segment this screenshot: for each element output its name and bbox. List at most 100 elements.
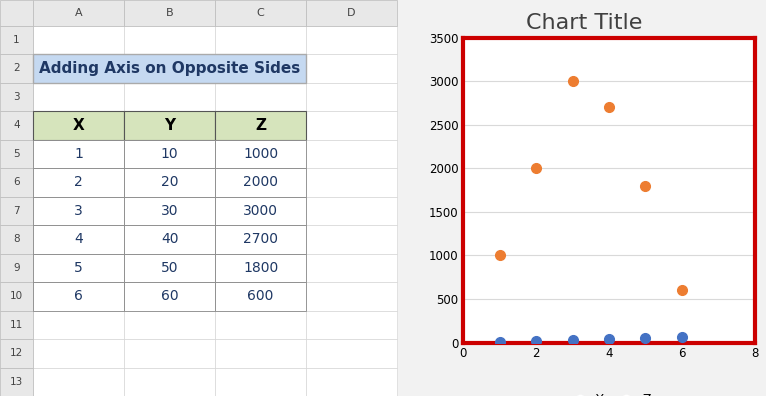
Bar (215, 197, 306, 225)
Bar (124, 310, 215, 339)
Bar (33, 54, 124, 83)
Bar (124, 282, 215, 310)
Text: 10: 10 (10, 291, 23, 301)
Z (567, 78, 579, 84)
Text: 1: 1 (13, 35, 20, 45)
Bar (215, 253, 306, 282)
Bar (306, 83, 397, 111)
Text: 50: 50 (161, 261, 178, 275)
Text: 11: 11 (10, 320, 23, 330)
Text: A: A (75, 8, 83, 18)
Y (639, 335, 651, 341)
Bar (306, 54, 397, 83)
Bar (0, 339, 33, 367)
Bar (215, 253, 306, 282)
Bar (215, 367, 306, 396)
Bar (306, 197, 397, 225)
Bar (124, 225, 215, 253)
Text: 2000: 2000 (243, 175, 278, 189)
Text: 8: 8 (13, 234, 20, 244)
Bar (33, 140, 124, 168)
Bar (33, 253, 124, 282)
Y (530, 338, 542, 344)
Bar (33, 0, 124, 26)
Bar (215, 282, 306, 310)
Bar (0, 253, 33, 282)
Text: Adding Axis on Opposite Sides: Adding Axis on Opposite Sides (39, 61, 300, 76)
Text: 5: 5 (13, 149, 20, 159)
Bar (0, 0, 33, 26)
Bar (0, 140, 33, 168)
Text: 1800: 1800 (243, 261, 278, 275)
Text: 6: 6 (13, 177, 20, 187)
Bar (33, 168, 124, 197)
Bar (33, 225, 124, 253)
Text: 60: 60 (161, 289, 178, 303)
Bar (0, 197, 33, 225)
Text: 5: 5 (74, 261, 83, 275)
Bar (0, 111, 33, 140)
Text: 3000: 3000 (243, 204, 278, 218)
Text: B: B (165, 8, 173, 18)
Legend: Y, Z: Y, Z (562, 388, 656, 396)
Bar (33, 140, 124, 168)
Text: C: C (257, 8, 264, 18)
Bar (306, 111, 397, 140)
Bar (33, 83, 124, 111)
Y (493, 339, 506, 345)
Z (530, 165, 542, 171)
Bar (215, 140, 306, 168)
Bar (33, 339, 124, 367)
Bar (33, 225, 124, 253)
Z (603, 104, 615, 110)
Bar (124, 339, 215, 367)
Bar (124, 54, 215, 83)
Bar (33, 168, 124, 197)
Bar (124, 197, 215, 225)
Text: Y: Y (164, 118, 175, 133)
Z (676, 287, 688, 293)
Text: 1000: 1000 (243, 147, 278, 161)
Bar (33, 197, 124, 225)
Bar (33, 26, 124, 54)
Text: 12: 12 (10, 348, 23, 358)
Bar (215, 111, 306, 140)
Bar (33, 310, 124, 339)
Text: 3: 3 (13, 92, 20, 102)
Y (603, 336, 615, 342)
Bar (306, 168, 397, 197)
Bar (0, 54, 33, 83)
Bar (33, 282, 124, 310)
Text: 20: 20 (161, 175, 178, 189)
Bar (215, 282, 306, 310)
Bar (124, 253, 215, 282)
Bar (33, 282, 124, 310)
Text: 4: 4 (13, 120, 20, 130)
Bar (306, 367, 397, 396)
Y (676, 334, 688, 341)
Text: 3: 3 (74, 204, 83, 218)
Bar (0, 282, 33, 310)
Text: 6: 6 (74, 289, 83, 303)
Z (493, 252, 506, 259)
Text: 2700: 2700 (243, 232, 278, 246)
Bar (0, 83, 33, 111)
Text: 2: 2 (13, 63, 20, 74)
Bar (215, 168, 306, 197)
Bar (33, 54, 306, 83)
Bar (306, 339, 397, 367)
Text: X: X (73, 118, 84, 133)
Bar (0, 367, 33, 396)
Bar (124, 111, 215, 140)
Bar (124, 168, 215, 197)
Bar (0, 26, 33, 54)
Bar (124, 140, 215, 168)
Bar (215, 54, 306, 83)
Text: 30: 30 (161, 204, 178, 218)
Bar (215, 168, 306, 197)
Bar (215, 197, 306, 225)
Text: 10: 10 (161, 147, 178, 161)
Bar (124, 83, 215, 111)
Bar (215, 111, 306, 140)
Bar (0, 168, 33, 197)
